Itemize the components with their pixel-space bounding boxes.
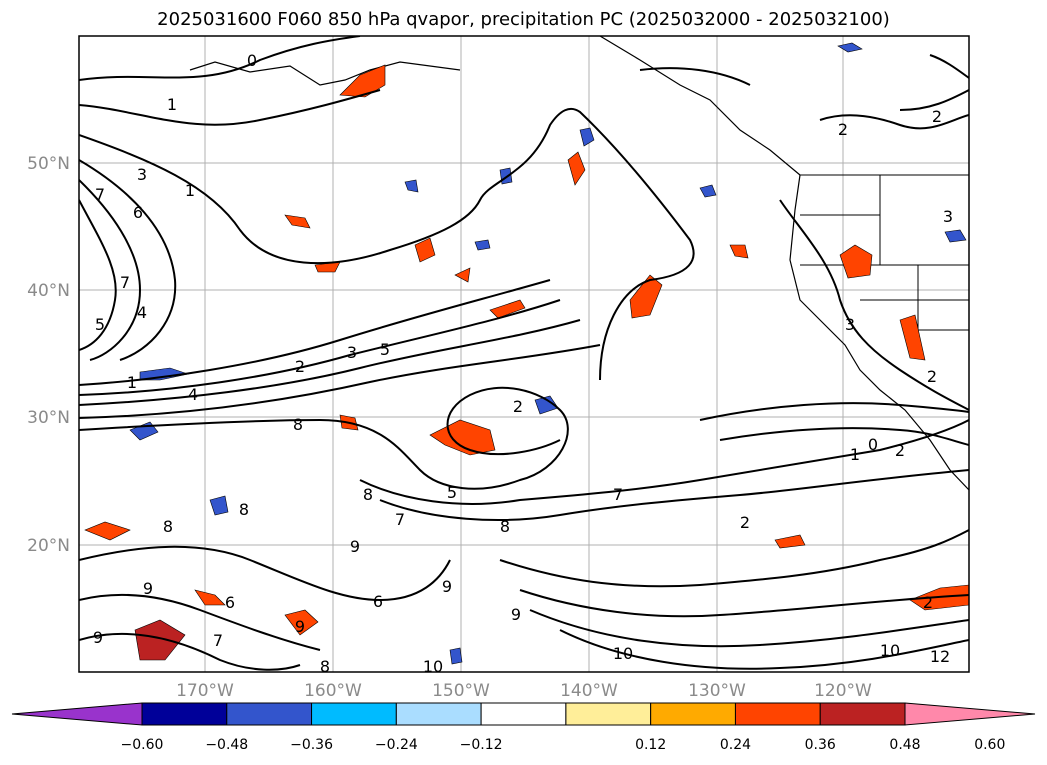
colorbar-tick-label: 0.36 [805,737,836,753]
colorbar-bin [565,702,652,726]
contour-label: 2 [838,120,848,139]
contour-label: 2 [740,513,750,532]
contour-label: 7 [95,185,105,204]
latitude-labels: 50°N 40°N 30°N 20°N [27,154,70,556]
contour-label: 6 [133,203,143,222]
contour-label: 2 [927,367,937,386]
lat-label-30n: 30°N [27,408,70,428]
contour-label: 7 [120,273,130,292]
contour-label: 0 [247,51,257,70]
colorbar-bin [480,702,567,726]
colorbar-bin [311,702,397,726]
contour-label: 5 [95,315,105,334]
contour-label: 3 [347,343,357,362]
map-frame [78,35,970,673]
colorbar-extend-high [904,702,1036,726]
contour-label: 10 [613,644,633,663]
contour-label: 8 [163,517,173,536]
contour-label: 1 [127,373,137,392]
contour-label: 10 [880,641,900,660]
contour-label: 4 [137,303,147,322]
contour-label: 8 [500,517,510,536]
contour-label: 2 [923,593,933,612]
contour-label: 8 [363,485,373,504]
contour-label: 12 [930,647,950,666]
contour-label: 2 [932,107,942,126]
lon-label-130w: 130°W [688,681,746,701]
border-states [800,175,969,331]
colorbar-tick-label: −0.12 [460,737,503,753]
contour-label: 1 [167,95,177,114]
colorbar-tick-label: −0.24 [375,737,418,753]
contour-label: 3 [137,165,147,184]
contour-label: 3 [845,315,855,334]
contour-label: 2 [295,357,305,376]
contour-labels: 0 1 2 2 2 3 1 6 7 7 5 4 1 4 2 3 5 2 8 8 … [93,51,953,676]
contour-label: 7 [395,510,405,529]
contour-label: 2 [895,441,905,460]
contour-label: 8 [293,415,303,434]
colorbar-bin [226,702,313,726]
contour-label: 1 [850,445,860,464]
lat-label-50n: 50°N [27,154,70,174]
colorbar-tick-label: 0.48 [889,737,920,753]
contour-label: 9 [442,577,452,596]
lat-label-20n: 20°N [27,536,70,556]
colorbar-tick-label: 0.60 [974,737,1005,753]
precip-positive [84,64,969,661]
lat-label-40n: 40°N [27,281,70,301]
contour-label: 8 [320,657,330,676]
lon-label-140w: 140°W [560,681,618,701]
colorbar-tick-label: 0.12 [635,737,666,753]
lon-label-160w: 160°W [304,681,362,701]
contour-label: 8 [239,500,249,519]
contour-label: 9 [143,579,153,598]
contour-label: 9 [350,537,360,556]
contour-label: 9 [511,605,521,624]
colorbar-tick-label: 0.24 [720,737,751,753]
colorbar-bin [650,702,736,726]
coastline-alaska [189,61,461,86]
contour-label: 6 [225,593,235,612]
graticule [79,36,969,672]
colorbar-tick-label: −0.60 [121,737,164,753]
contour-label: 3 [943,207,953,226]
coastline-alaska-panhandle [599,36,801,176]
coastline-na-west [789,174,969,491]
colorbar-bin [395,702,482,726]
colorbar-bin [141,702,228,726]
contour-label: 4 [188,385,198,404]
colorbar-tick-label: −0.36 [290,737,333,753]
contour-label: 7 [613,485,623,504]
longitude-labels: 170°W 160°W 150°W 140°W 130°W 120°W [176,681,872,701]
map-title: 2025031600 F060 850 hPa qvapor, precipit… [157,9,890,30]
contour-label: 6 [373,592,383,611]
colorbar-bin [734,702,821,726]
contour-label: 5 [380,340,390,359]
colorbar-extend-low [11,702,143,726]
contour-label: 10 [423,657,443,676]
lon-label-170w: 170°W [176,681,234,701]
colorbar-labels: −0.60 −0.48 −0.36 −0.24 −0.12 0.12 0.24 0.36 0.4… [121,737,1006,753]
qvapor-contours [79,36,969,671]
contour-label: 9 [295,617,305,636]
contour-label: 1 [185,181,195,200]
contour-label: 7 [213,631,223,650]
contour-label: 5 [447,483,457,502]
lon-label-120w: 120°W [814,681,872,701]
contour-label: 0 [868,435,878,454]
lon-label-150w: 150°W [432,681,490,701]
colorbar-tick-label: −0.48 [205,737,248,753]
contour-label: 2 [513,397,523,416]
colorbar [11,702,1036,726]
colorbar-bin [819,702,906,726]
contour-label: 9 [93,628,103,647]
